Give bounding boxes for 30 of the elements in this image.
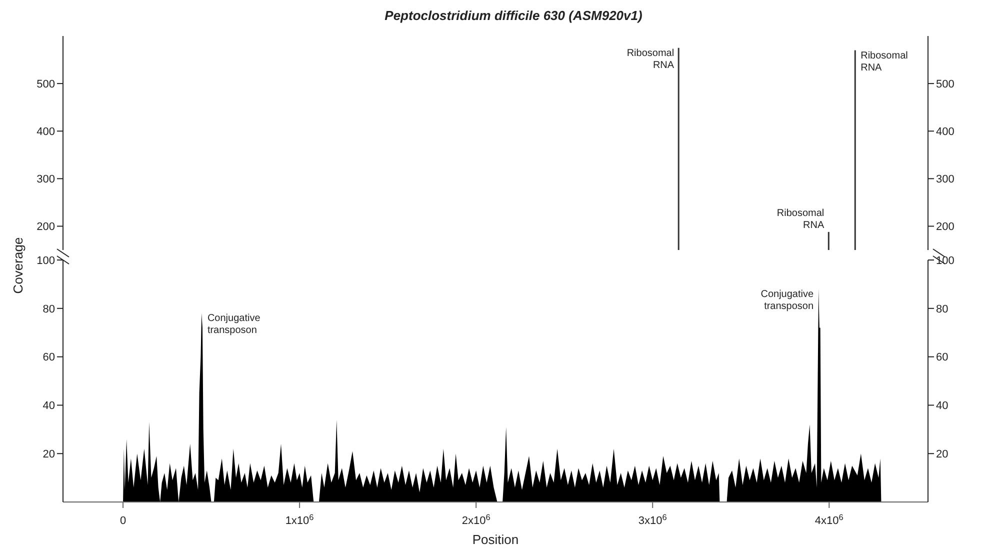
y2-tick-label: 200 xyxy=(936,221,954,234)
y-tick-label: 200 xyxy=(36,221,55,234)
y2-tick-label: 80 xyxy=(936,303,948,316)
annotation: Ribosomal RNA xyxy=(860,50,908,74)
annotation: Conjugative transposon xyxy=(760,289,814,312)
y2-tick-label: 60 xyxy=(936,352,948,364)
y-tick-label: 60 xyxy=(42,352,55,364)
y-tick-label: 100 xyxy=(36,254,55,267)
annotation: Ribosomal RNA xyxy=(626,48,674,71)
x-tick-label: 0 xyxy=(120,515,126,527)
y2-tick-label: 400 xyxy=(936,126,954,138)
annotation: Conjugative transposon xyxy=(207,313,261,336)
y-tick-label: 40 xyxy=(42,400,55,412)
y2-tick-label: 500 xyxy=(936,78,954,90)
y-tick-label: 300 xyxy=(36,174,55,186)
y-tick-label: 20 xyxy=(42,448,55,461)
chart-title: Peptoclostridium difficile 630 (ASM920v1) xyxy=(384,8,642,23)
y2-tick-label: 300 xyxy=(936,174,954,186)
y2-tick-label: 40 xyxy=(936,400,948,412)
y-tick-label: 400 xyxy=(36,126,55,138)
y-axis-title: Coverage xyxy=(10,237,26,294)
y-tick-label: 80 xyxy=(42,303,55,316)
y-tick-label: 500 xyxy=(36,78,55,90)
y2-tick-label: 20 xyxy=(936,448,948,461)
x-tick-label: 1x10$^{6}$ xyxy=(285,512,314,527)
x-tick-label: 3x10$^{6}$ xyxy=(638,512,668,527)
x-tick-label: 4x10$^{6}$ xyxy=(814,512,844,527)
x-tick-label: 2x10$^{6}$ xyxy=(462,512,491,527)
x-axis-title: Position xyxy=(472,532,519,547)
annotation: Ribosomal RNA xyxy=(776,208,824,231)
